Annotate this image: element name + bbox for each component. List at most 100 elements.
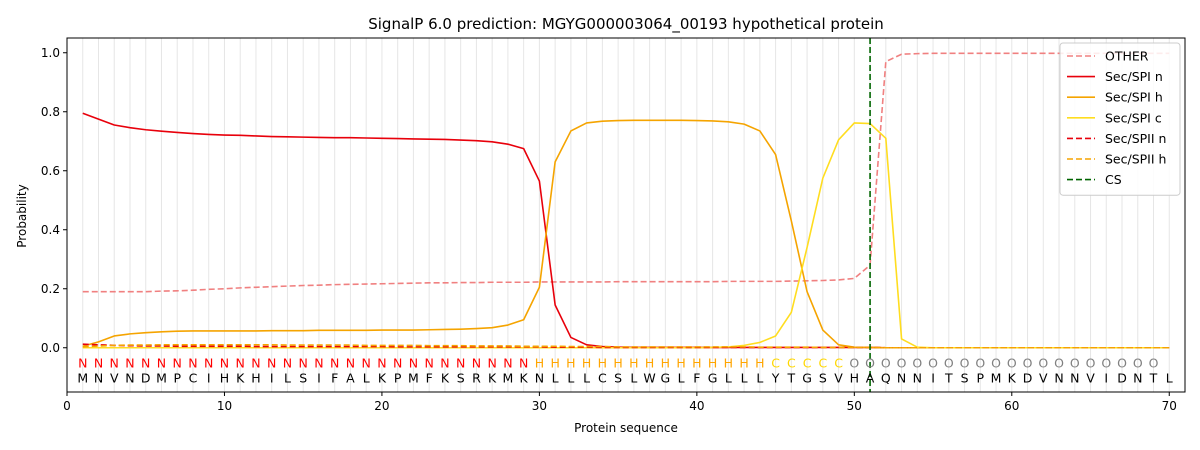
residue-label: C	[189, 370, 198, 385]
region-label: N	[188, 356, 197, 371]
residue-label: N	[94, 370, 103, 385]
y-tick-label: 0.8	[41, 105, 60, 119]
residue-label: N	[897, 370, 906, 385]
residue-label: P	[977, 370, 985, 385]
residue-label: K	[236, 370, 245, 385]
region-label: C	[803, 356, 812, 371]
residue-label: W	[643, 370, 655, 385]
region-label: O	[881, 356, 891, 371]
residue-label: S	[614, 370, 622, 385]
x-tick-label: 10	[217, 399, 232, 413]
residue-label: Q	[881, 370, 891, 385]
region-label: N	[472, 356, 481, 371]
x-axis-label: Protein sequence	[574, 421, 678, 435]
region-label: O	[975, 356, 985, 371]
legend-label: Sec/SPII h	[1105, 152, 1166, 167]
residue-label: N	[535, 370, 544, 385]
residue-label: C	[598, 370, 607, 385]
region-label: H	[535, 356, 544, 371]
residue-label: N	[1070, 370, 1079, 385]
residue-label: Y	[771, 370, 780, 385]
residue-label: G	[708, 370, 718, 385]
residue-label: L	[284, 370, 291, 385]
residue-label: M	[503, 370, 514, 385]
y-tick-label: 0.0	[41, 341, 60, 355]
region-label: N	[440, 356, 449, 371]
region-label: H	[550, 356, 559, 371]
residue-label: F	[426, 370, 433, 385]
residue-label: K	[378, 370, 387, 385]
residue-label: F	[331, 370, 338, 385]
region-label: N	[94, 356, 103, 371]
residue-label: G	[661, 370, 671, 385]
residue-label: L	[678, 370, 685, 385]
region-label: N	[110, 356, 119, 371]
region-label: O	[960, 356, 970, 371]
region-label: H	[755, 356, 764, 371]
residue-label: S	[299, 370, 307, 385]
region-label: N	[424, 356, 433, 371]
x-tick-label: 0	[63, 399, 71, 413]
legend-box	[1059, 42, 1181, 196]
residue-label: D	[1117, 370, 1127, 385]
residue-label: D	[1023, 370, 1033, 385]
residue-label: N	[913, 370, 922, 385]
region-label: O	[944, 356, 954, 371]
legend-label: Sec/SPII n	[1105, 131, 1166, 146]
residue-label: V	[834, 370, 843, 385]
x-tick-label: 20	[374, 399, 389, 413]
residue-label: L	[756, 370, 763, 385]
residue-label: L	[741, 370, 748, 385]
region-label: N	[346, 356, 355, 371]
residue-label: L	[630, 370, 637, 385]
residue-label: I	[270, 370, 274, 385]
residue-label: K	[520, 370, 529, 385]
region-label: O	[865, 356, 875, 371]
residue-label: R	[472, 370, 481, 385]
residue-label: S	[457, 370, 465, 385]
residue-label: M	[408, 370, 419, 385]
legend-label: OTHER	[1105, 49, 1149, 64]
region-label: H	[708, 356, 717, 371]
region-label: H	[582, 356, 591, 371]
region-label: N	[173, 356, 182, 371]
series-line-sec-spi-h	[82, 119, 1170, 349]
residue-label: L	[552, 370, 559, 385]
region-label: H	[724, 356, 733, 371]
residue-label: I	[1104, 370, 1108, 385]
region-label: N	[141, 356, 150, 371]
region-label: O	[1054, 356, 1064, 371]
residue-label: H	[251, 370, 260, 385]
legend-label: Sec/SPI n	[1105, 69, 1163, 84]
residue-label: A	[866, 370, 875, 385]
residue-label: I	[207, 370, 211, 385]
region-label: O	[897, 356, 907, 371]
residue-label: P	[173, 370, 181, 385]
x-tick-label: 50	[847, 399, 862, 413]
residue-label: M	[991, 370, 1002, 385]
region-label: O	[1007, 356, 1017, 371]
region-label: O	[1070, 356, 1080, 371]
residue-label: K	[441, 370, 450, 385]
region-label: N	[519, 356, 528, 371]
region-label: N	[125, 356, 134, 371]
region-label: C	[834, 356, 843, 371]
region-label: N	[251, 356, 260, 371]
residue-label: H	[220, 370, 229, 385]
region-label: N	[236, 356, 245, 371]
region-label: O	[1149, 356, 1159, 371]
region-label: N	[362, 356, 371, 371]
region-label: C	[771, 356, 780, 371]
region-label: N	[409, 356, 418, 371]
plot-frame	[66, 37, 1186, 393]
residue-label: H	[850, 370, 859, 385]
region-label: H	[629, 356, 638, 371]
region-label: N	[299, 356, 308, 371]
residue-label: D	[141, 370, 151, 385]
region-label: H	[566, 356, 575, 371]
residue-label: T	[1149, 370, 1158, 385]
region-label: O	[991, 356, 1001, 371]
y-tick-label: 0.2	[41, 282, 60, 296]
region-label: O	[1038, 356, 1048, 371]
